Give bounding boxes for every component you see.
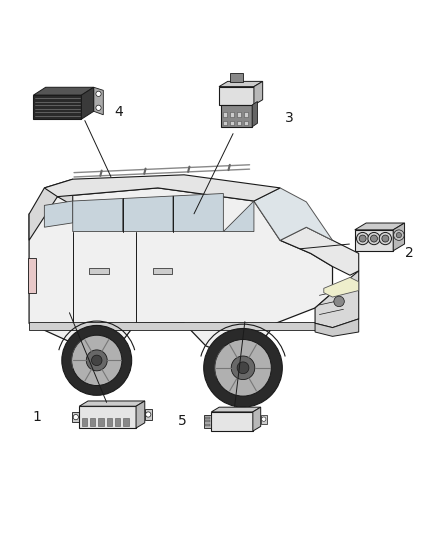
Bar: [205, 424, 210, 426]
Polygon shape: [33, 95, 81, 119]
Polygon shape: [44, 175, 280, 201]
Polygon shape: [212, 407, 261, 412]
Circle shape: [62, 326, 132, 395]
Circle shape: [146, 412, 151, 417]
Circle shape: [368, 232, 380, 245]
Circle shape: [382, 235, 389, 242]
Polygon shape: [315, 271, 359, 328]
Polygon shape: [223, 201, 254, 231]
Circle shape: [334, 296, 344, 306]
Bar: [223, 112, 227, 117]
Circle shape: [261, 417, 266, 421]
Text: 5: 5: [177, 415, 186, 429]
Polygon shape: [261, 415, 267, 424]
Circle shape: [215, 340, 271, 396]
Polygon shape: [324, 277, 359, 297]
Bar: [205, 420, 210, 422]
Polygon shape: [212, 412, 253, 431]
Circle shape: [359, 235, 366, 242]
Bar: [244, 121, 248, 125]
Polygon shape: [123, 196, 173, 231]
Circle shape: [394, 230, 404, 240]
Polygon shape: [44, 201, 73, 227]
Polygon shape: [253, 407, 261, 431]
Bar: [82, 417, 87, 426]
Circle shape: [237, 362, 249, 374]
Circle shape: [86, 350, 107, 371]
Polygon shape: [254, 82, 263, 105]
Polygon shape: [219, 87, 254, 105]
Bar: [223, 121, 227, 125]
Polygon shape: [72, 412, 79, 422]
Bar: [230, 121, 234, 125]
Text: 2: 2: [405, 246, 413, 261]
Polygon shape: [173, 193, 223, 231]
Bar: [107, 417, 112, 426]
Circle shape: [96, 91, 101, 96]
Text: 1: 1: [32, 410, 41, 424]
Polygon shape: [29, 188, 332, 356]
Polygon shape: [79, 401, 145, 406]
Bar: [124, 417, 129, 426]
Circle shape: [357, 232, 369, 245]
Polygon shape: [204, 415, 212, 427]
Polygon shape: [219, 82, 263, 87]
Bar: [237, 112, 241, 117]
Circle shape: [379, 232, 392, 245]
Polygon shape: [79, 406, 136, 428]
Circle shape: [73, 415, 78, 420]
Bar: [230, 112, 234, 117]
Bar: [99, 417, 104, 426]
Polygon shape: [280, 227, 359, 275]
Circle shape: [92, 355, 102, 366]
Polygon shape: [315, 319, 359, 336]
Bar: [205, 417, 210, 419]
Polygon shape: [136, 401, 145, 428]
Circle shape: [96, 105, 101, 110]
Circle shape: [71, 335, 122, 385]
Circle shape: [371, 235, 378, 242]
Bar: [89, 268, 109, 274]
Bar: [28, 258, 35, 293]
Circle shape: [396, 232, 402, 238]
Polygon shape: [145, 409, 152, 420]
Polygon shape: [81, 87, 94, 119]
Bar: [115, 417, 120, 426]
Polygon shape: [33, 87, 94, 95]
Polygon shape: [393, 223, 405, 251]
Polygon shape: [254, 188, 332, 240]
Bar: [29, 322, 319, 330]
Polygon shape: [73, 198, 123, 231]
Polygon shape: [252, 101, 258, 127]
Circle shape: [204, 328, 283, 407]
Polygon shape: [230, 72, 243, 82]
Bar: [90, 417, 95, 426]
Text: 3: 3: [285, 111, 293, 125]
Polygon shape: [94, 87, 103, 115]
Circle shape: [231, 356, 255, 379]
Polygon shape: [355, 230, 393, 251]
Polygon shape: [355, 223, 405, 230]
Bar: [244, 112, 248, 117]
Bar: [237, 121, 241, 125]
Polygon shape: [221, 105, 252, 127]
Bar: [152, 268, 172, 274]
Text: 4: 4: [114, 104, 123, 118]
Polygon shape: [29, 179, 73, 240]
